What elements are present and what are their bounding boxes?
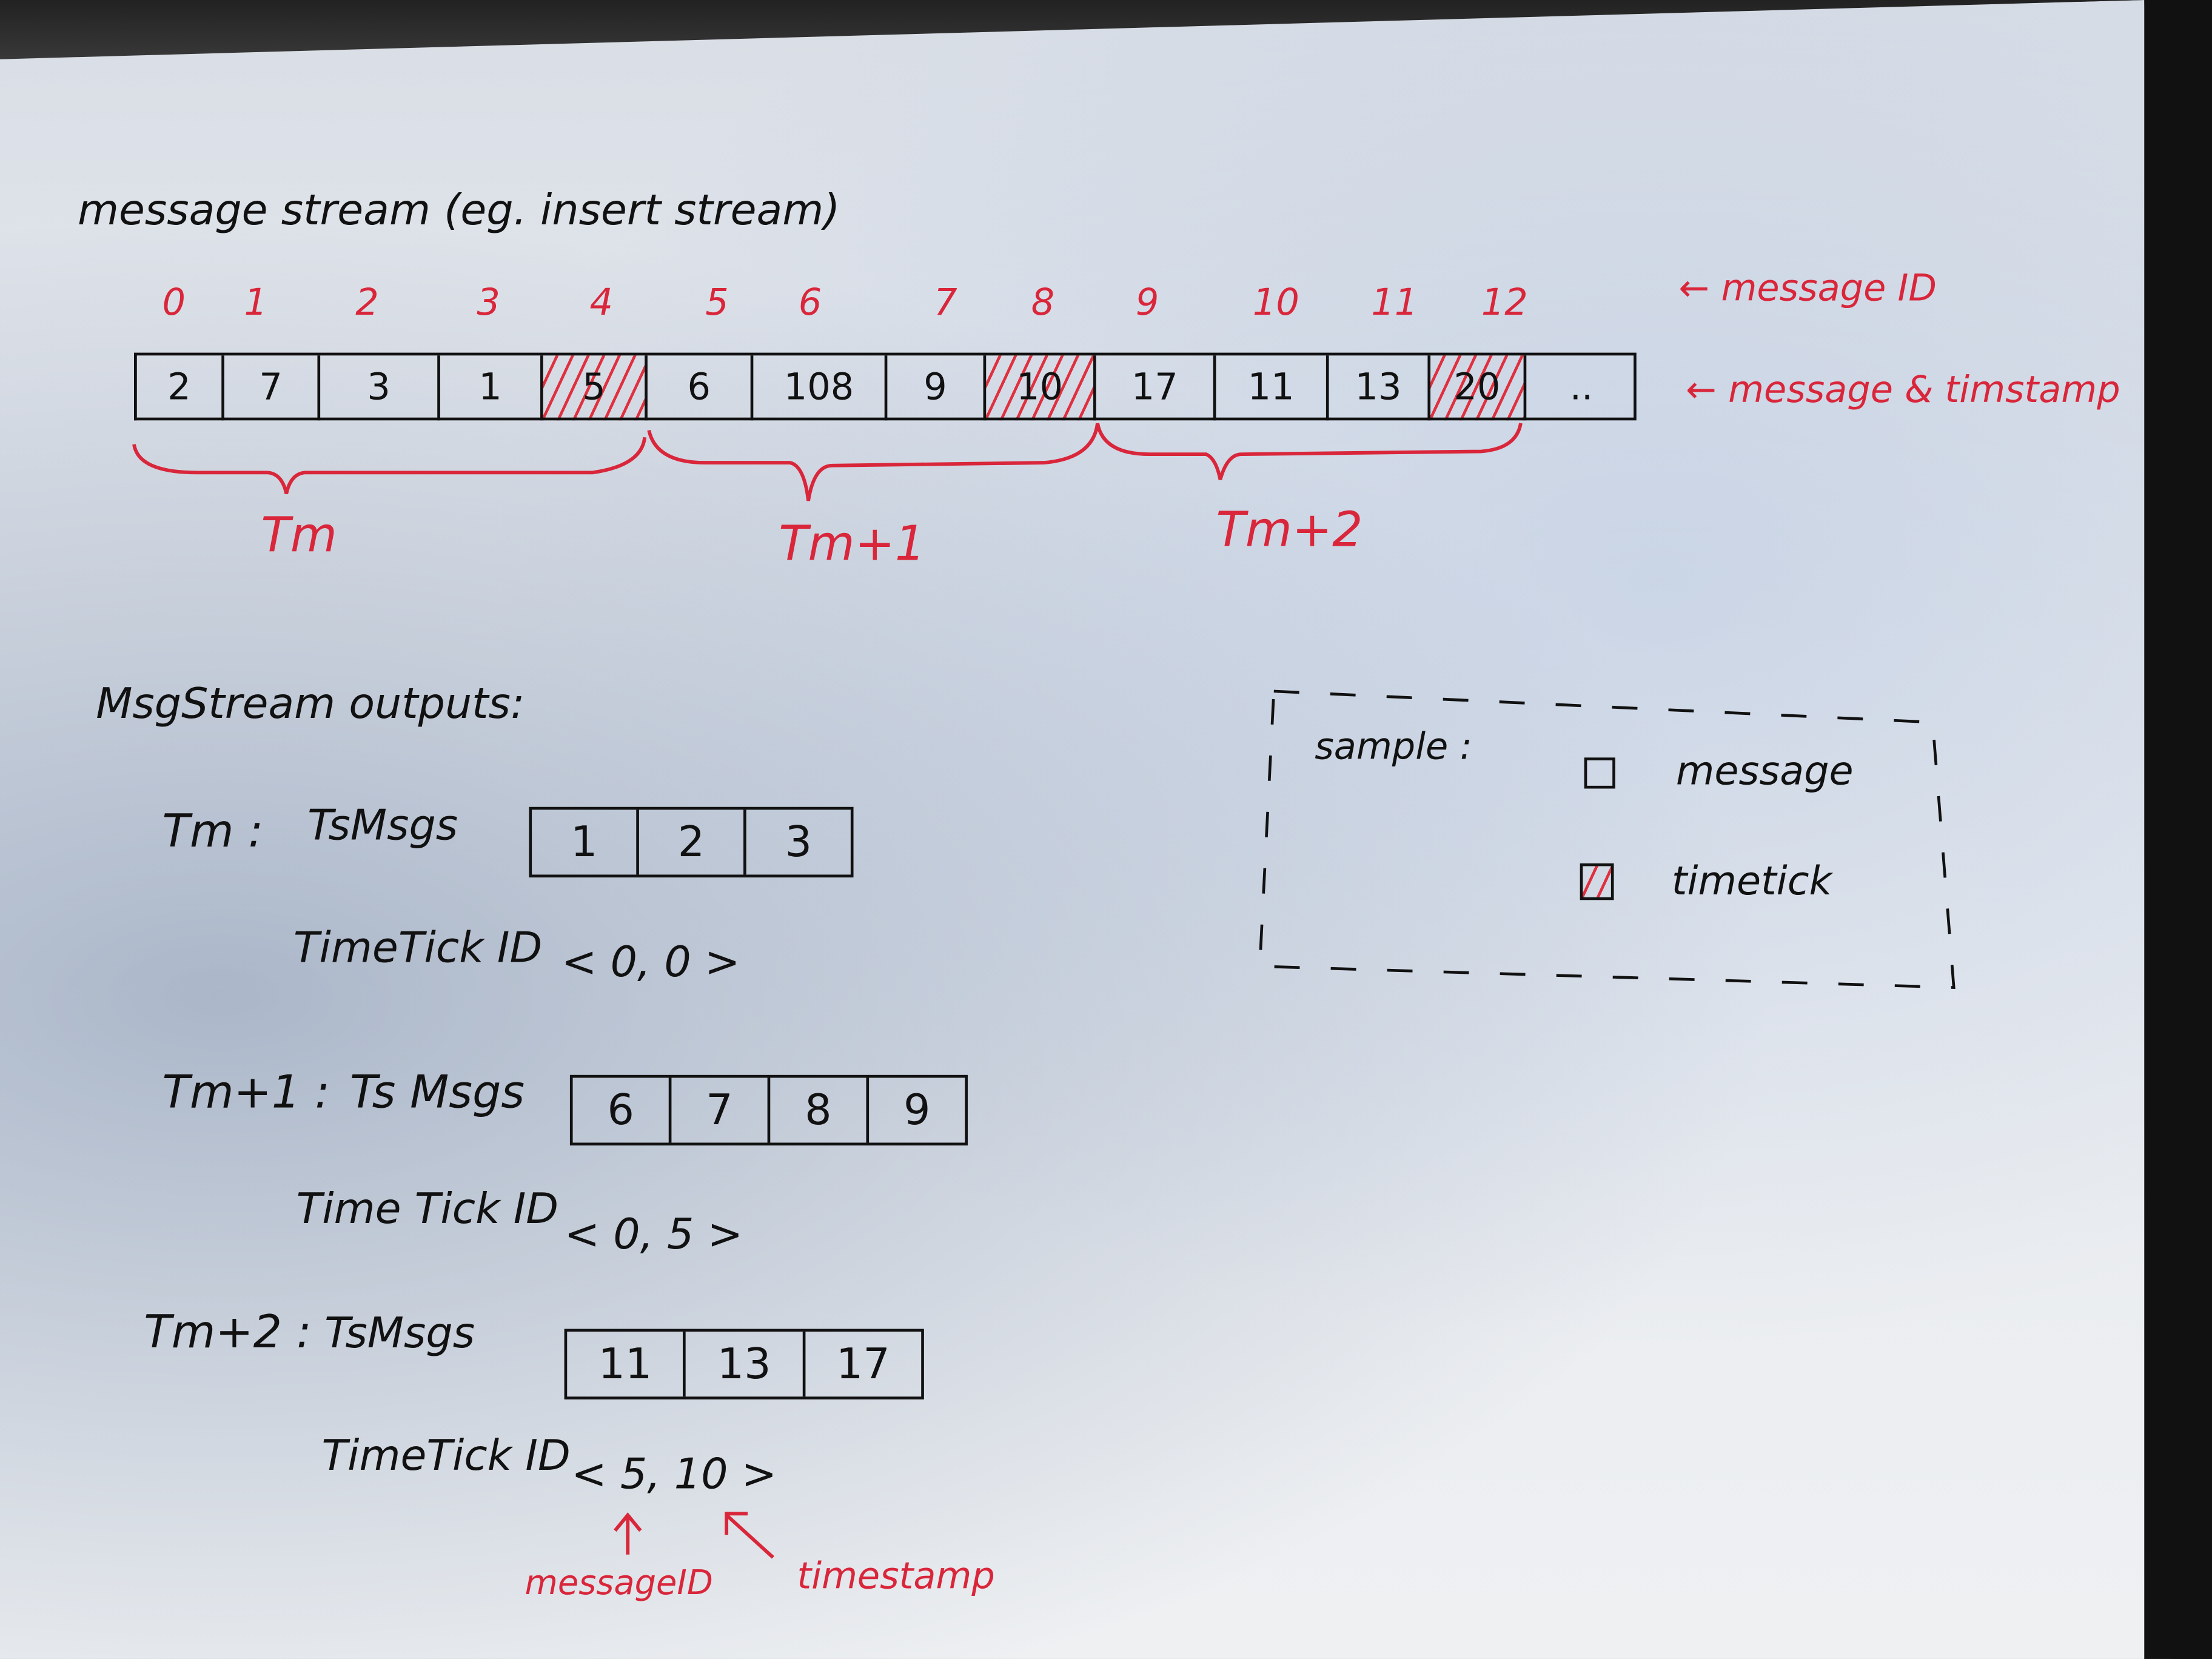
message-id: 0 bbox=[162, 282, 186, 325]
cell-value: 7 bbox=[259, 366, 283, 409]
message-cell: 6 bbox=[645, 355, 750, 421]
ts-msgs-label: Ts Msgs bbox=[349, 1065, 525, 1119]
legend-title: sample : bbox=[1315, 726, 1472, 769]
timetick-id-value: < 0, 0 > bbox=[561, 938, 740, 988]
cell-value: .. bbox=[1569, 366, 1594, 409]
message-id: 8 bbox=[1031, 282, 1055, 325]
ts-msgs-box: 11 13 17 bbox=[564, 1329, 924, 1399]
cell-value: 5 bbox=[582, 366, 606, 409]
arrow-timestamp bbox=[725, 1512, 774, 1559]
cell-value: 108 bbox=[783, 366, 854, 409]
timetick-cell: 10 bbox=[983, 355, 1094, 421]
pointer-label-message-id: messageID bbox=[525, 1563, 713, 1603]
message-id: 7 bbox=[934, 282, 957, 325]
table-edge-right bbox=[2144, 0, 2212, 1659]
message-id-annotation: ← message ID bbox=[1678, 268, 1937, 310]
timetick-cell: 20 bbox=[1427, 355, 1524, 421]
legend-dashed-box bbox=[1258, 689, 1956, 989]
cell-value: 17 bbox=[1131, 366, 1178, 409]
legend-timetick-label: timetick bbox=[1671, 857, 1832, 905]
cell-value: 20 bbox=[1453, 366, 1501, 409]
message-id: 5 bbox=[705, 282, 729, 325]
message-id: 10 bbox=[1252, 282, 1299, 325]
ts-msg-cell: 8 bbox=[767, 1078, 866, 1143]
message-id: 2 bbox=[355, 282, 379, 325]
timetick-id-label: Time Tick ID bbox=[296, 1185, 559, 1235]
legend-timetick-swatch bbox=[1580, 863, 1614, 900]
ts-msg-cell: 11 bbox=[598, 1339, 652, 1389]
arrow-message-id bbox=[614, 1512, 642, 1555]
brace-tm bbox=[132, 437, 647, 494]
group-label-tm: Tm bbox=[261, 508, 337, 565]
message-timestamp-annotation: ← message & timstamp bbox=[1686, 369, 2120, 412]
message-cell: 1 bbox=[437, 355, 540, 421]
message-cell: 108 bbox=[750, 355, 885, 421]
legend-message-label: message bbox=[1675, 748, 1854, 794]
group-label-tm2: Tm+2 bbox=[1216, 502, 1363, 559]
cell-value: 11 bbox=[1247, 366, 1295, 409]
cell-value: 9 bbox=[923, 366, 947, 409]
ts-msg-cell: 3 bbox=[743, 809, 851, 875]
message-id: 12 bbox=[1481, 282, 1528, 325]
ts-msg-cell: 7 bbox=[668, 1078, 768, 1143]
brace-tm2 bbox=[1096, 423, 1523, 480]
cell-value: 6 bbox=[687, 366, 711, 409]
ts-msg-cell: 13 bbox=[683, 1332, 802, 1397]
cell-value: 3 bbox=[367, 366, 390, 409]
message-cell: .. bbox=[1523, 355, 1637, 421]
stream-outline bbox=[134, 352, 1637, 421]
message-id: 3 bbox=[477, 282, 500, 325]
ts-msg-cell: 1 bbox=[570, 817, 598, 867]
timetick-cell: 5 bbox=[540, 355, 645, 421]
cell-value: 13 bbox=[1355, 366, 1402, 409]
ts-msg-cell: 6 bbox=[607, 1085, 634, 1135]
cell-value: 1 bbox=[478, 366, 502, 409]
output-label: Tm : bbox=[162, 804, 264, 858]
message-id: 4 bbox=[589, 282, 613, 325]
ts-msg-cell: 2 bbox=[636, 809, 743, 875]
timetick-id-value: < 0, 5 > bbox=[564, 1210, 743, 1260]
message-id: 11 bbox=[1371, 282, 1418, 325]
timetick-id-label: TimeTick ID bbox=[321, 1432, 571, 1481]
output-label: Tm+2 : bbox=[144, 1305, 312, 1359]
message-cell: 13 bbox=[1326, 355, 1428, 421]
ts-msg-cell: 17 bbox=[802, 1332, 921, 1397]
output-label: Tm+1 : bbox=[162, 1065, 330, 1119]
cell-value: 10 bbox=[1016, 366, 1064, 409]
ts-msgs-label: TsMsgs bbox=[324, 1309, 475, 1359]
legend-message-swatch bbox=[1584, 757, 1615, 789]
message-cell: 17 bbox=[1093, 355, 1213, 421]
group-label-tm1: Tm+1 bbox=[779, 516, 926, 573]
outputs-title: MsgStream outputs: bbox=[96, 680, 525, 729]
ts-msg-cell: 9 bbox=[866, 1078, 965, 1143]
message-id: 6 bbox=[798, 282, 822, 325]
cell-value: 2 bbox=[167, 366, 191, 409]
pointer-label-timestamp: timestamp bbox=[797, 1556, 995, 1598]
timetick-id-value: < 5, 10 > bbox=[571, 1450, 777, 1500]
message-cell: 3 bbox=[317, 355, 437, 421]
stream-title: message stream (eg. insert stream) bbox=[77, 186, 840, 236]
message-id: 9 bbox=[1135, 282, 1159, 325]
message-cell: 11 bbox=[1213, 355, 1326, 421]
message-cell: 7 bbox=[221, 355, 317, 421]
brace-tm1 bbox=[647, 423, 1099, 501]
ts-msgs-label: TsMsgs bbox=[307, 801, 458, 851]
message-id: 1 bbox=[244, 282, 267, 325]
timetick-id-label: TimeTick ID bbox=[293, 923, 543, 974]
message-cell: 9 bbox=[884, 355, 984, 421]
